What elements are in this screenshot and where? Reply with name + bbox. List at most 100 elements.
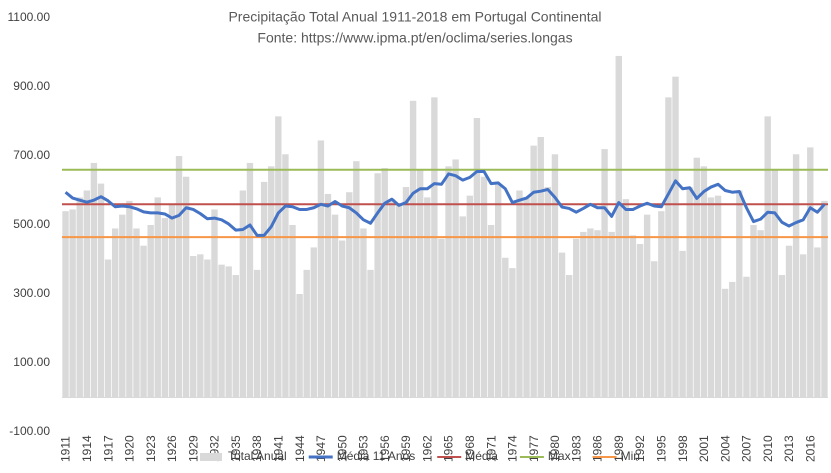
bar <box>757 230 764 398</box>
bar <box>771 169 778 398</box>
bar <box>76 197 83 398</box>
x-tick-label: 1953 <box>357 435 371 462</box>
bar <box>197 254 204 398</box>
bar <box>395 204 403 398</box>
y-tick-label: 900.00 <box>13 79 50 93</box>
bar <box>324 193 332 398</box>
x-tick-label: 1962 <box>420 435 434 462</box>
bar <box>310 247 317 398</box>
y-tick-label: 1100.00 <box>8 10 51 24</box>
bar <box>438 238 445 398</box>
bar <box>636 243 644 398</box>
bar <box>416 169 424 398</box>
bar <box>204 259 211 398</box>
x-tick-label: 1965 <box>442 435 456 462</box>
y-tick-label: 300.00 <box>13 286 50 300</box>
bar <box>601 149 608 398</box>
legend-label: Total Anual <box>228 449 287 463</box>
x-tick-label: 1911 <box>59 436 73 462</box>
legend-label: Max <box>548 449 571 463</box>
bar <box>253 269 261 398</box>
bar <box>736 190 743 398</box>
bar <box>360 228 367 398</box>
x-tick-label: 2001 <box>697 435 711 462</box>
bar <box>289 225 296 398</box>
bar <box>714 195 722 398</box>
bar <box>799 254 807 398</box>
x-tick-label: 1974 <box>506 435 520 462</box>
bar <box>643 214 651 398</box>
bar <box>154 197 161 398</box>
bar <box>303 269 310 398</box>
bar <box>807 147 814 398</box>
bar <box>126 200 133 398</box>
bar <box>530 145 537 398</box>
bar <box>622 199 630 398</box>
bar <box>402 187 410 398</box>
bar <box>459 216 466 398</box>
bar <box>346 192 353 398</box>
x-tick-label: 1992 <box>633 435 647 462</box>
bar <box>693 157 700 398</box>
x-tick-label: 1938 <box>250 435 264 462</box>
bar <box>239 190 247 398</box>
x-tick-label: 1980 <box>548 435 562 462</box>
bar <box>133 228 140 398</box>
bar <box>190 256 197 398</box>
x-tick-label: 1947 <box>314 435 328 462</box>
y-tick-label: 700.00 <box>13 148 50 162</box>
bar <box>268 166 275 398</box>
bar <box>338 240 346 398</box>
bar <box>707 197 715 398</box>
bar <box>551 154 559 398</box>
bar <box>487 225 495 398</box>
bar <box>615 55 622 398</box>
bar <box>523 197 530 398</box>
x-tick-label: 1920 <box>123 435 137 462</box>
bar <box>424 197 431 398</box>
bar <box>502 257 509 398</box>
bar <box>544 187 552 398</box>
bar <box>679 250 686 398</box>
bar <box>119 214 126 398</box>
bar <box>495 183 502 398</box>
x-tick-label: 1935 <box>229 435 243 462</box>
bar <box>182 176 190 398</box>
x-tick-label: 1995 <box>654 435 668 462</box>
bar <box>665 97 672 398</box>
bar <box>161 218 169 398</box>
bar <box>445 166 452 398</box>
bar <box>147 225 154 398</box>
x-tick-label: 2013 <box>782 435 796 462</box>
bar <box>225 266 232 398</box>
legend-label: Média 11 Anos <box>337 449 416 463</box>
bar <box>260 181 268 398</box>
bar <box>686 187 693 398</box>
x-tick-label: 1926 <box>165 435 179 462</box>
chart-subtitle: Fonte: https://www.ipma.pt/en/oclima/ser… <box>257 30 572 46</box>
bar <box>83 190 91 398</box>
legend-label: Média <box>465 449 498 463</box>
y-tick-label: -100.00 <box>9 424 50 438</box>
bar <box>90 162 98 398</box>
bar <box>743 276 750 398</box>
bar <box>218 264 225 398</box>
bar <box>331 214 339 398</box>
bar <box>778 275 786 398</box>
legend-swatch <box>200 453 222 461</box>
bar <box>112 228 119 398</box>
bar <box>353 161 360 398</box>
bar <box>580 231 587 398</box>
bar <box>97 183 105 398</box>
bar <box>168 204 176 398</box>
x-tick-label: 2016 <box>803 435 817 462</box>
bar <box>473 118 481 398</box>
x-tick-label: 1944 <box>293 435 307 462</box>
x-tick-label: 1986 <box>591 435 605 462</box>
bar <box>466 195 474 398</box>
bar <box>282 154 289 398</box>
bar <box>785 245 793 398</box>
moving-average-line <box>64 170 826 237</box>
bar <box>700 166 708 398</box>
